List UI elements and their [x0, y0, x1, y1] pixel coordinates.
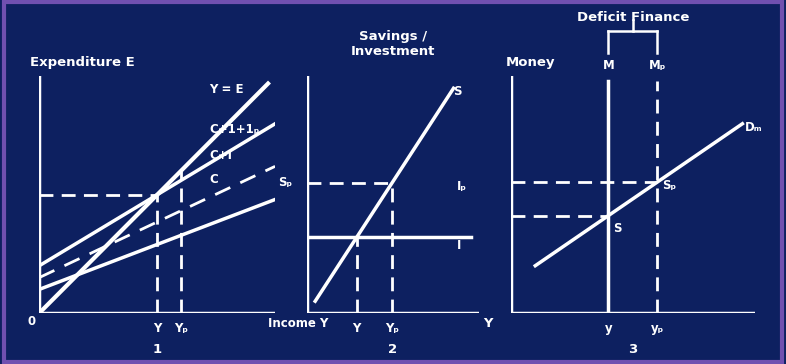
Text: Y: Y: [352, 322, 361, 335]
Text: Yₚ: Yₚ: [174, 322, 188, 335]
Text: y: y: [604, 322, 612, 335]
Text: M: M: [603, 59, 614, 72]
Text: C+I: C+I: [209, 149, 232, 162]
Text: Dₘ: Dₘ: [745, 121, 762, 134]
Text: 0: 0: [28, 315, 35, 328]
Text: 1: 1: [152, 343, 162, 356]
Text: Expenditure E: Expenditure E: [30, 56, 134, 69]
Text: Sₚ: Sₚ: [278, 177, 292, 189]
Text: 2: 2: [388, 343, 398, 356]
Text: C+1+1ₚ: C+1+1ₚ: [209, 123, 259, 136]
Text: 3: 3: [628, 343, 637, 356]
Text: Iₚ: Iₚ: [457, 180, 467, 193]
Text: Sₚ: Sₚ: [662, 179, 676, 192]
Text: Y: Y: [153, 322, 161, 335]
Text: Y = E: Y = E: [209, 83, 244, 96]
Text: I: I: [457, 239, 461, 252]
Text: Yₚ: Yₚ: [385, 322, 399, 335]
Text: Deficit Finance: Deficit Finance: [577, 11, 689, 24]
Text: Savings /
Investment: Savings / Investment: [351, 29, 435, 58]
Text: Money: Money: [506, 56, 556, 69]
Text: yₚ: yₚ: [651, 322, 663, 335]
Text: Y: Y: [483, 317, 493, 330]
Text: C: C: [209, 173, 218, 186]
Text: Mₚ: Mₚ: [648, 59, 666, 72]
Text: Income Y: Income Y: [268, 317, 329, 330]
Text: S: S: [454, 86, 462, 98]
Text: S: S: [613, 222, 622, 235]
